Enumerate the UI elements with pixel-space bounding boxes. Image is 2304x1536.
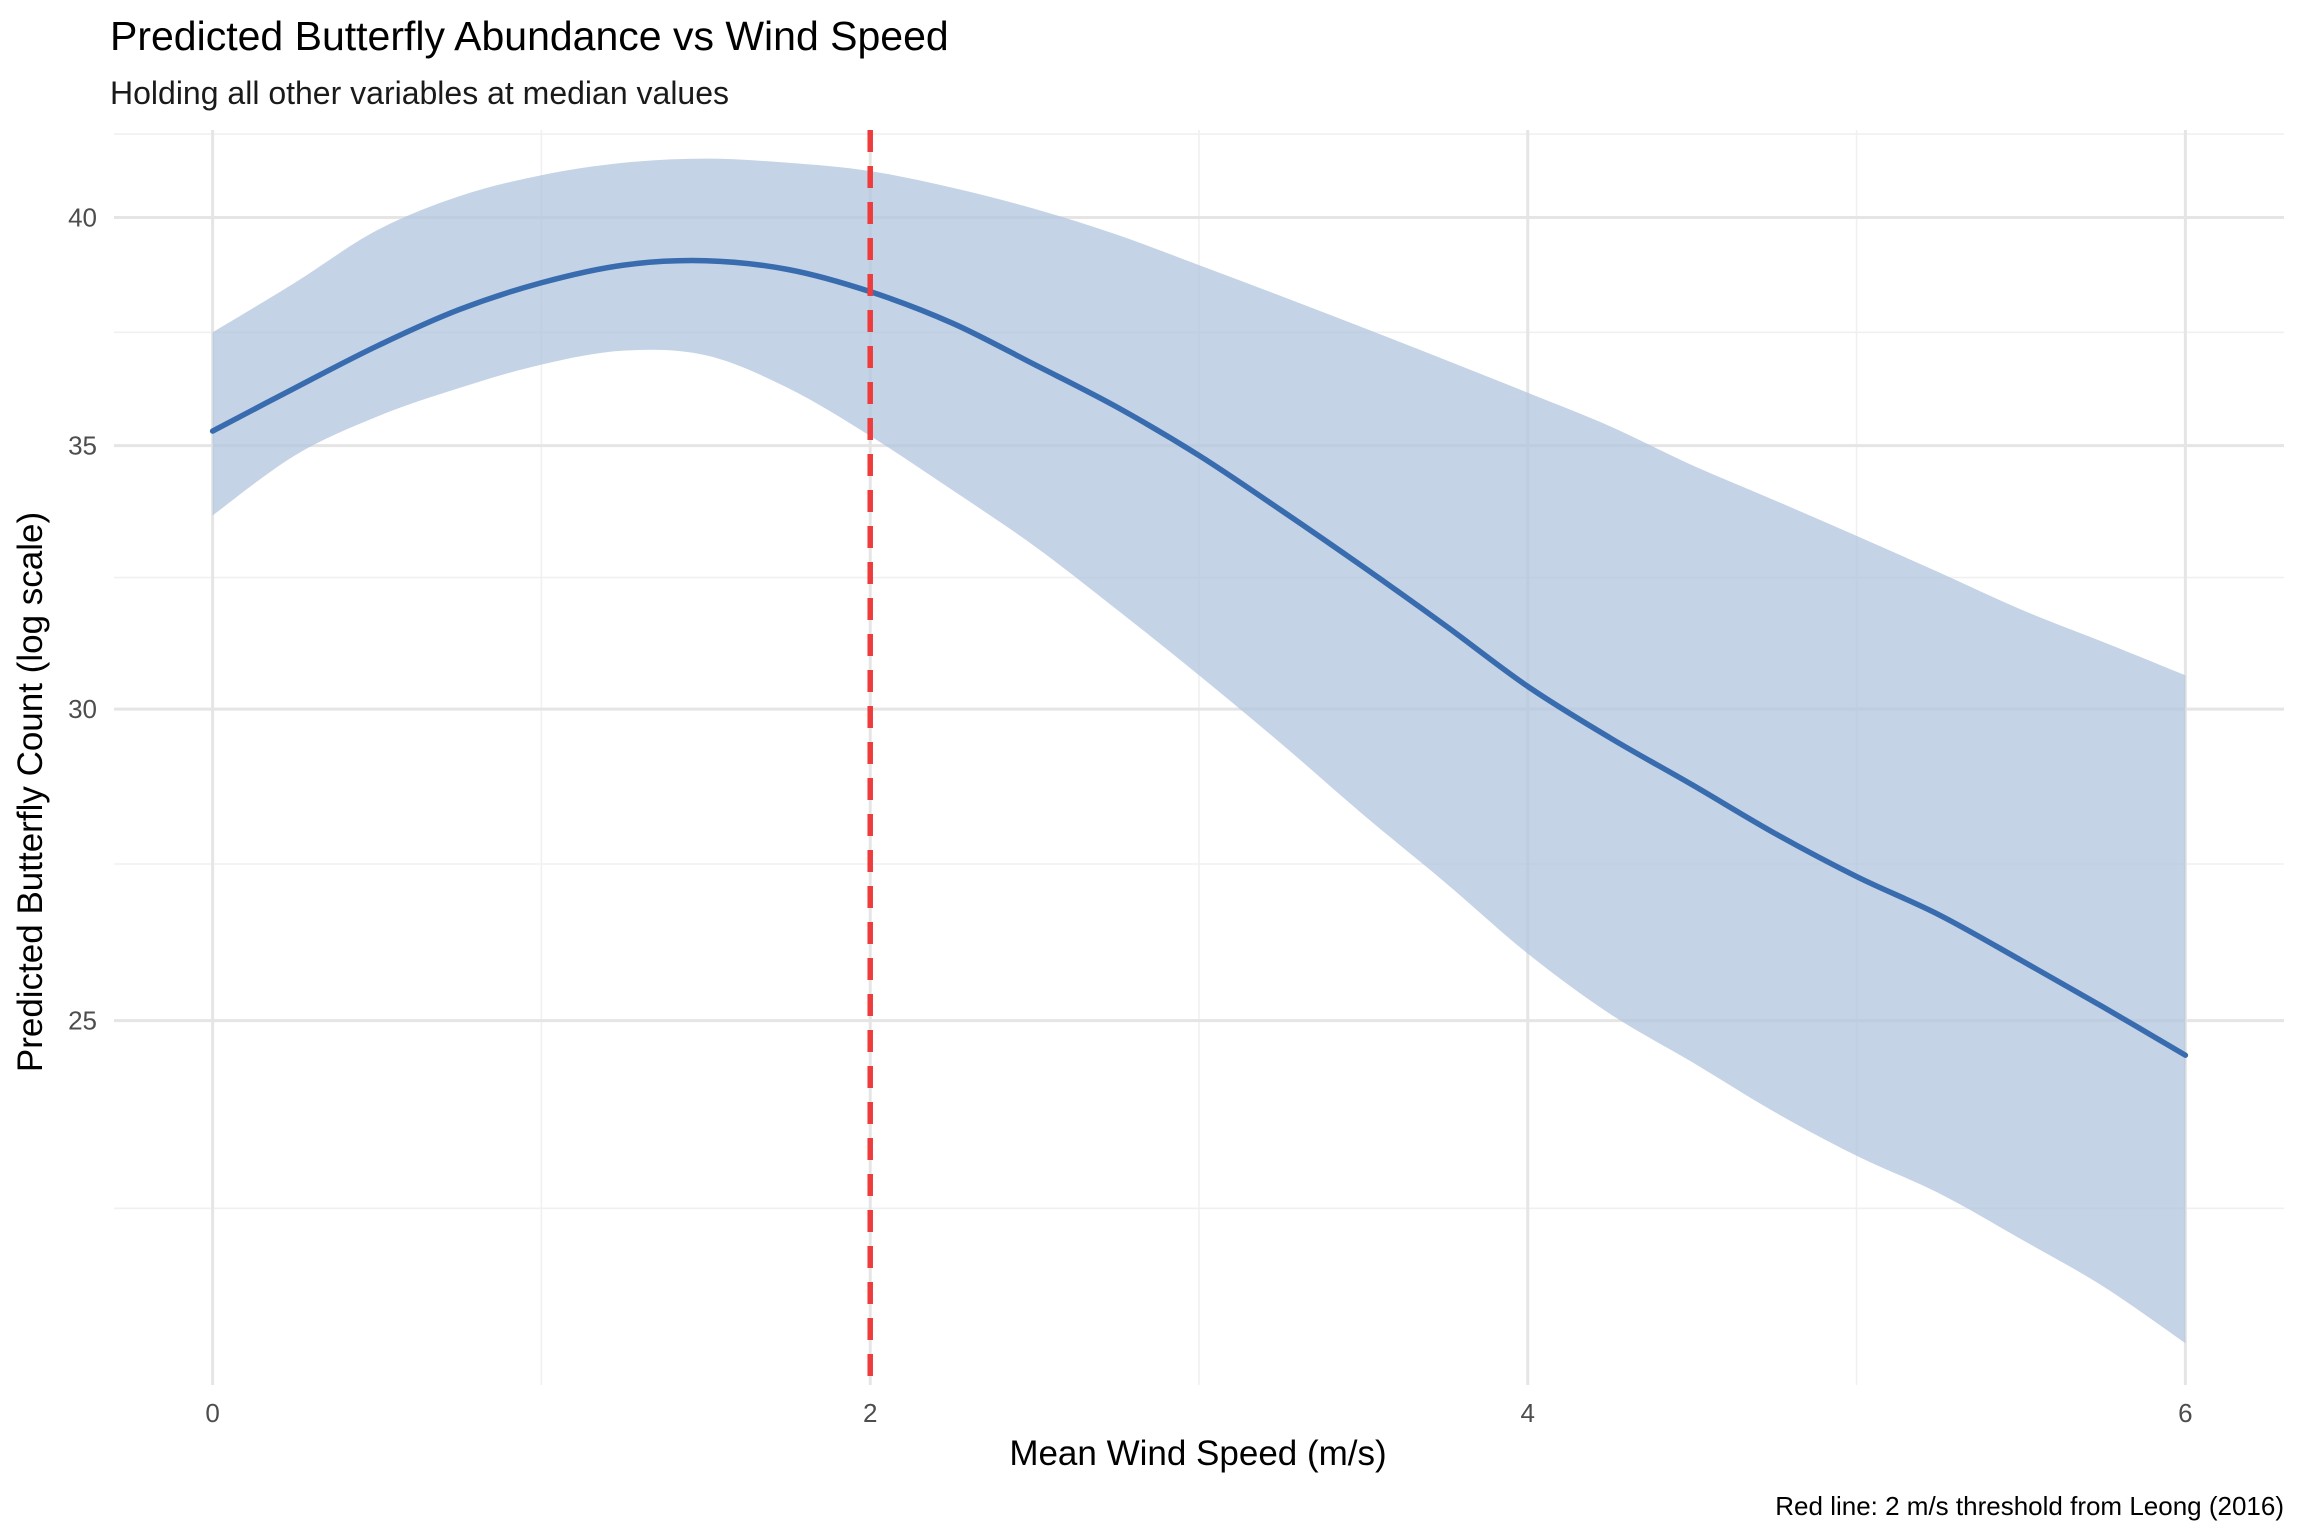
x-axis-title: Mean Wind Speed (m/s) xyxy=(1009,1434,1386,1473)
y-tick-label: 30 xyxy=(68,694,97,724)
y-tick-label: 25 xyxy=(68,1006,97,1036)
x-axis-ticks: 0 2 4 6 xyxy=(205,1398,2192,1428)
x-tick-label: 4 xyxy=(1521,1398,1535,1428)
prediction-line-layer xyxy=(209,257,2189,1058)
y-axis-ticks: 25 30 35 40 xyxy=(68,202,97,1035)
prediction-line xyxy=(209,257,2189,1058)
chart-title: Predicted Butterfly Abundance vs Wind Sp… xyxy=(110,13,949,59)
x-tick-label: 0 xyxy=(205,1398,219,1428)
confidence-band-layer xyxy=(212,158,2186,1344)
x-tick-label: 6 xyxy=(2178,1398,2192,1428)
x-tick-label: 2 xyxy=(863,1398,877,1428)
y-tick-label: 35 xyxy=(68,431,97,461)
chart-caption: Red line: 2 m/s threshold from Leong (20… xyxy=(1775,1491,2284,1521)
confidence-band xyxy=(212,158,2186,1344)
chart-subtitle: Holding all other variables at median va… xyxy=(110,75,729,111)
y-axis-title: Predicted Butterfly Count (log scale) xyxy=(11,512,50,1072)
y-tick-label: 40 xyxy=(68,202,97,232)
